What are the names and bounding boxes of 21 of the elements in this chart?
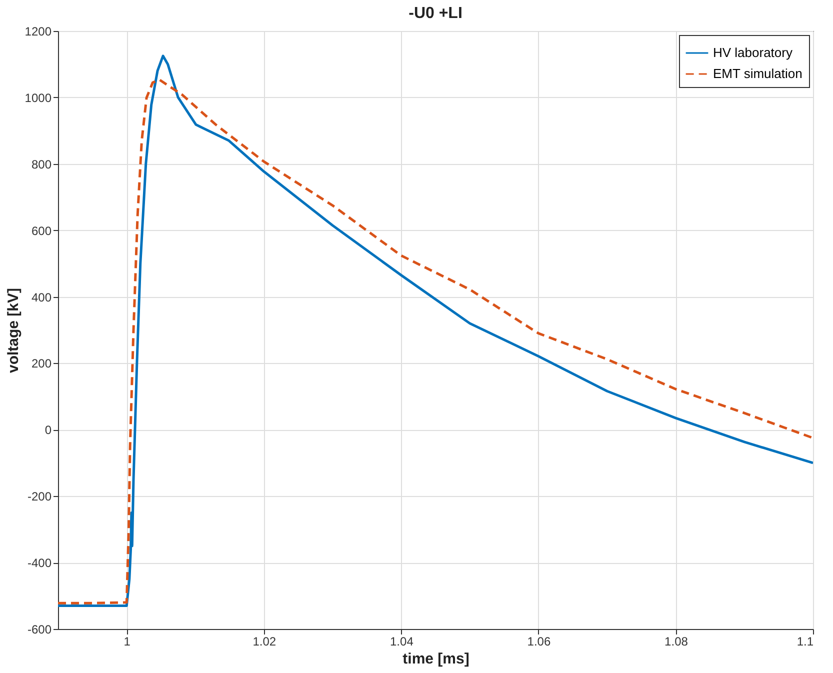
chart-title: -U0 +LI	[408, 5, 462, 22]
legend-label: HV laboratory	[713, 45, 793, 60]
y-tick-label: -600	[27, 622, 52, 636]
y-tick-label: 200	[31, 356, 52, 371]
y-tick-label: 600	[31, 224, 52, 238]
x-tick-label: 1.04	[390, 634, 414, 648]
y-tick-label: -200	[27, 490, 52, 504]
y-axis-title: voltage [kV]	[4, 288, 22, 374]
y-tick-label: -400	[27, 556, 52, 570]
y-tick-label: 0	[44, 423, 52, 438]
y-tick-label: 1000	[24, 90, 52, 105]
x-axis-title: time [ms]	[402, 650, 470, 668]
y-tick-label: 400	[31, 290, 52, 304]
x-tick-label: 1.02	[252, 634, 276, 648]
x-tick-label: 1	[124, 634, 131, 648]
y-tick-label: 1200	[24, 24, 52, 38]
x-tick-label: 1.1	[796, 634, 814, 648]
y-tick-label: 800	[31, 157, 52, 172]
legend-label: EMT simulation	[713, 66, 802, 81]
x-tick-label: 1.06	[527, 634, 551, 648]
x-tick-label: 1.08	[664, 634, 688, 648]
